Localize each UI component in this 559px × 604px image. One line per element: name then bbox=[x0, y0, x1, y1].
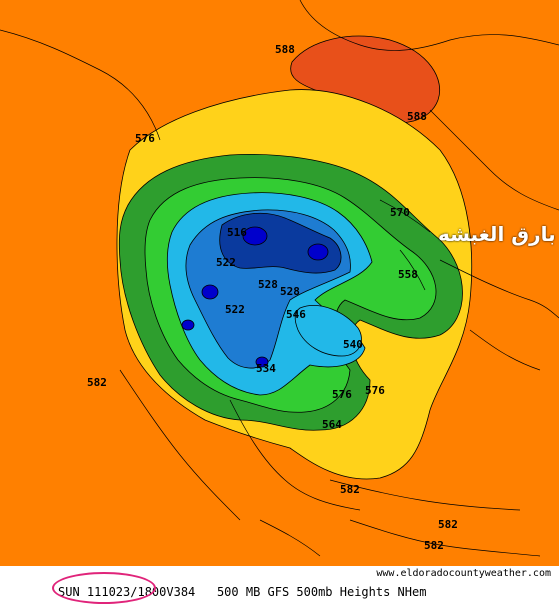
contour-label: 576 bbox=[135, 132, 155, 145]
contour-label: 558 bbox=[398, 268, 418, 281]
contour-label: 582 bbox=[424, 539, 444, 552]
contour-label: 582 bbox=[87, 376, 107, 389]
contour-label: 528 bbox=[258, 278, 278, 291]
contour-label: 582 bbox=[438, 518, 458, 531]
low-center-e bbox=[255, 356, 269, 368]
date-highlight-circle bbox=[52, 572, 156, 604]
low-center-b bbox=[307, 243, 329, 261]
overlay-caption: بارق الغبشه bbox=[438, 222, 556, 246]
contour-label: 546 bbox=[286, 308, 306, 321]
contour-label: 540 bbox=[343, 338, 363, 351]
low-center-c bbox=[201, 284, 219, 300]
weather-map: 588 588 576 576 576 582 582 582 582 516 … bbox=[0, 0, 559, 566]
low-center-a bbox=[242, 226, 268, 246]
contour-label: 564 bbox=[322, 418, 342, 431]
low-center-d bbox=[181, 319, 195, 331]
contour-label: 534 bbox=[256, 362, 276, 375]
coastlines bbox=[0, 0, 559, 557]
contour-label: 576 bbox=[365, 384, 385, 397]
contour-label: 516 bbox=[227, 226, 247, 239]
contour-label: 588 bbox=[407, 110, 427, 123]
contour-label: 576 bbox=[332, 388, 352, 401]
contour-label: 522 bbox=[225, 303, 245, 316]
source-site: www.eldoradocountyweather.com bbox=[376, 568, 551, 579]
contour-label: 528 bbox=[280, 285, 300, 298]
contour-label: 582 bbox=[340, 483, 360, 496]
height-band-540-tongue bbox=[294, 305, 362, 357]
contour-label: 570 bbox=[390, 206, 410, 219]
contour-label: 522 bbox=[216, 256, 236, 269]
contour-label: 588 bbox=[275, 43, 295, 56]
